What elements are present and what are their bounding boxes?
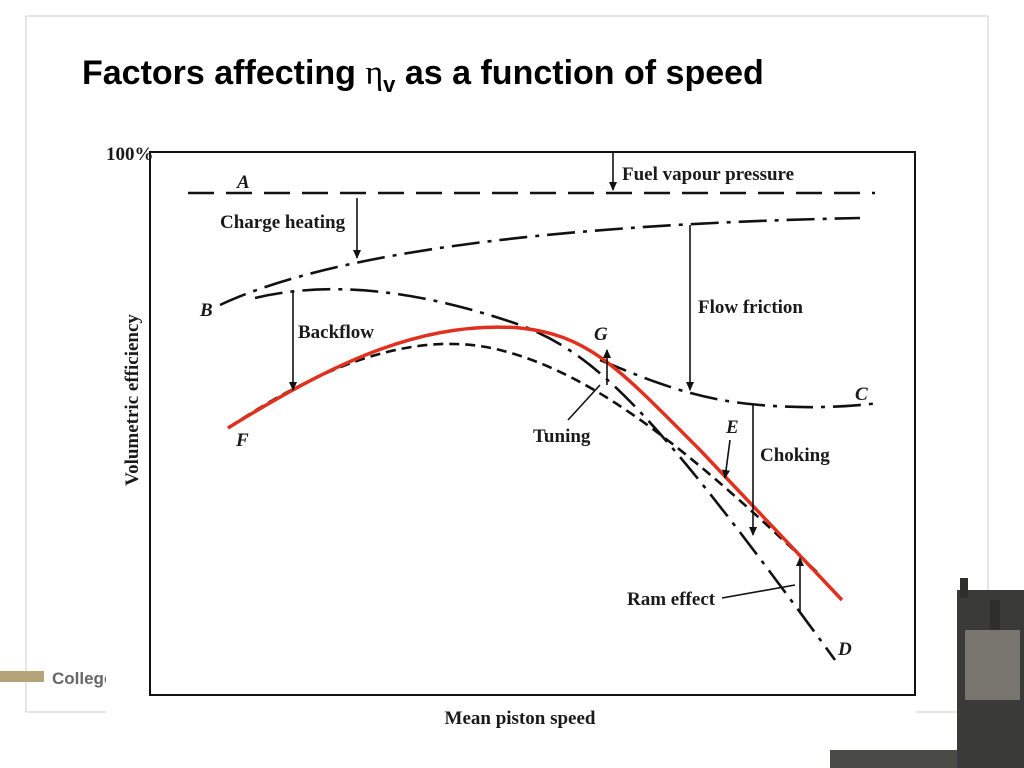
annotation: Charge heating (220, 212, 346, 233)
title-prefix: Factors affecting (82, 54, 365, 92)
diagram: 100% Volumetric efficiency Mean piston s… (106, 140, 916, 752)
curve-label: A (236, 172, 250, 193)
diagram-background (106, 140, 916, 752)
arrow-e (722, 439, 731, 479)
annotation: Fuel vapour pressure (622, 164, 794, 185)
logo-bar (0, 671, 44, 682)
annotation: Flow friction (698, 297, 803, 318)
annotation: Choking (760, 445, 830, 466)
y-axis-label: Volumetric efficiency (122, 314, 143, 486)
curve-g-red (227, 325, 844, 602)
annotation: Tuning (533, 426, 591, 447)
slide-title: Factors affecting ηv as a function of sp… (82, 54, 764, 97)
y-max-label: 100% (106, 144, 154, 165)
plot-frame (149, 151, 916, 696)
building-photo (830, 578, 1024, 768)
curve-label: G (594, 324, 608, 345)
title-suffix: as a function of speed (395, 54, 763, 92)
leader-ram (721, 584, 796, 599)
curve-label: B (199, 300, 213, 321)
curve-label: C (855, 384, 868, 405)
curve-backflow (254, 287, 837, 661)
x-axis-label: Mean piston speed (445, 708, 596, 729)
title-subscript: v (383, 72, 396, 97)
curve-c (599, 358, 881, 409)
curve-label: F (235, 430, 249, 451)
leader-tuning (567, 384, 601, 421)
curve-b (219, 216, 861, 307)
annotation: Backflow (298, 322, 374, 343)
logo-text: College (52, 669, 113, 688)
curve-label: D (837, 639, 852, 660)
curve-label: E (725, 417, 739, 438)
title-symbol: η (365, 55, 383, 92)
annotation: Ram effect (627, 589, 716, 610)
